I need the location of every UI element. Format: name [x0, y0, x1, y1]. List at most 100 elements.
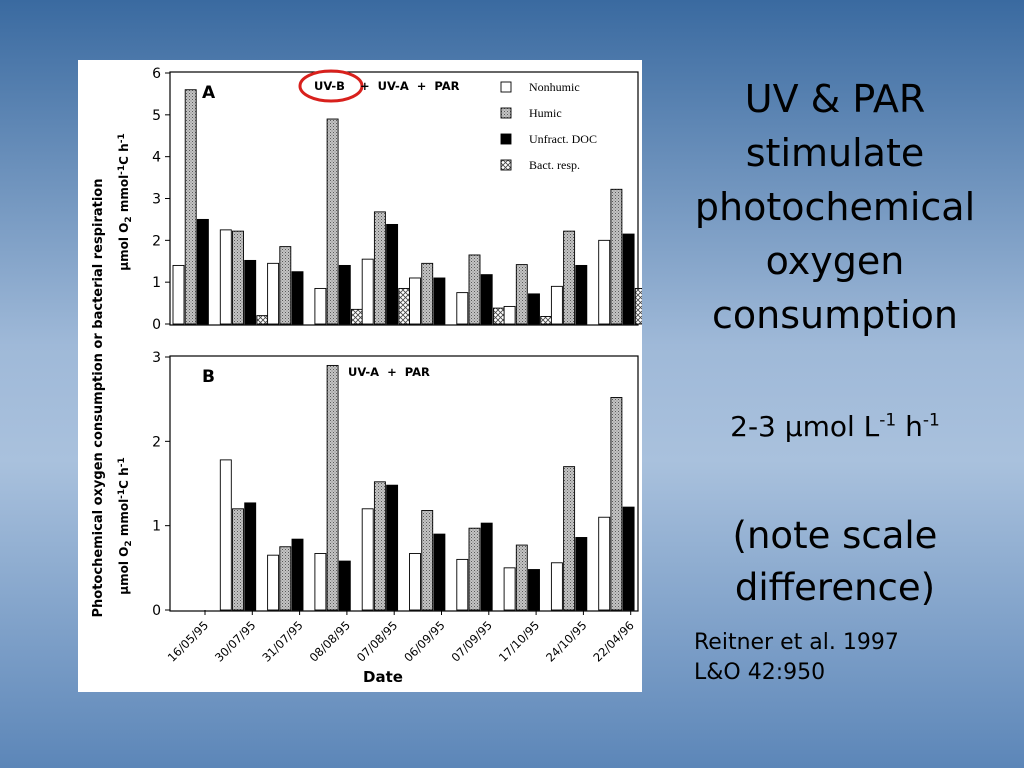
- panel-a-bar-black-4: [386, 223, 399, 325]
- legend-label-black: Unfract. DOC: [529, 132, 597, 146]
- rate-mid: h: [896, 410, 923, 443]
- panel-b-bar-white-9: [598, 516, 611, 611]
- panel-b-bar-black-5: [433, 533, 446, 611]
- rate-sup1: -1: [879, 410, 897, 431]
- panel-b-bar-stipple-6: [468, 527, 481, 611]
- panel-a-ylabel-sup2: -1: [117, 133, 127, 143]
- slide-title: UV & PAR stimulate photochemical oxygen …: [694, 77, 976, 337]
- legend-swatch-black: [500, 133, 512, 145]
- panel-a-bar-white-0: [172, 264, 185, 325]
- panel-a-letter: A: [202, 83, 216, 103]
- panel-a-treatment-uvb: UV-B: [314, 79, 345, 93]
- panel-a-bar-stipple-2: [279, 246, 292, 325]
- panel-b-ylabel-sup1: -1: [117, 489, 127, 499]
- panel-a-bar-hatch-4: [398, 287, 411, 325]
- panel-a-bar-hatch-9: [634, 287, 642, 325]
- rate-text: 2-3 µmol L-1 h-1: [650, 410, 1020, 443]
- panel-a-bar-stipple-8: [563, 230, 576, 325]
- panel-a-bar-stipple-5: [421, 262, 434, 325]
- panel-a-bar-black-5: [433, 277, 446, 325]
- panel-a-y-tick-label: 5: [152, 108, 161, 124]
- panel-a-y-tick-label: 4: [152, 150, 161, 166]
- panel-a-bar-hatch-6: [492, 307, 505, 325]
- panel-a-bar-stipple-6: [468, 254, 481, 325]
- legend-swatch-stipple: [500, 107, 512, 119]
- panel-b-bar-white-1: [219, 459, 232, 611]
- panel-a-bar-white-3: [314, 287, 327, 325]
- panel-a-bar-black-1: [244, 259, 257, 325]
- panel-b-ylabel-sub: 2: [124, 540, 134, 546]
- panel-b-bar-white-3: [314, 553, 327, 611]
- panel-a-bar-black-9: [622, 233, 635, 325]
- panel-b-bar-black-2: [291, 538, 304, 611]
- x-tick-label: 31/07/95: [259, 618, 305, 664]
- panel-a-bar-white-8: [550, 285, 563, 325]
- panel-a-bar-hatch-7: [540, 316, 553, 325]
- panel-b-bar-stipple-1: [232, 508, 244, 611]
- rate-sup2: -1: [922, 410, 940, 431]
- panel-b-ylabel: µmol O2 mmol-1C h-1: [117, 457, 134, 594]
- panel-b-bar-black-4: [386, 484, 399, 611]
- panel-a-y-tick-label: 1: [152, 275, 161, 291]
- panel-b-bar-stipple-2: [279, 546, 292, 611]
- panel-b-y-tick-label: 3: [152, 350, 161, 366]
- legend-label-white: Nonhumic: [529, 80, 580, 94]
- panel-b-bar-white-6: [456, 558, 469, 611]
- panel-b-ylabel-c: C h: [117, 467, 131, 489]
- panel-a-bar-stipple-4: [373, 211, 386, 325]
- panel-a-bar-white-2: [267, 262, 280, 325]
- citation: Reitner et al. 1997 L&O 42:950: [694, 630, 899, 685]
- panel-b-y-tick-label: 1: [152, 519, 161, 535]
- panel-a-ylabel-sup1: -1: [117, 165, 127, 175]
- panel-a-bar-stipple-7: [515, 264, 528, 325]
- panel-a-bar-black-0: [196, 218, 209, 325]
- panel-b-y-tick-label: 0: [152, 603, 161, 619]
- x-tick-label: 30/07/95: [212, 618, 258, 664]
- panel-a-treatment-rest: + UV-A + PAR: [360, 79, 460, 93]
- panel-b-y-tick-label: 2: [152, 434, 161, 450]
- panel-a-bar-stipple-0: [184, 89, 197, 325]
- x-tick-label: 06/09/95: [401, 618, 447, 664]
- legend-label-hatch: Bact. resp.: [529, 158, 580, 172]
- x-axis-title: Date: [363, 668, 403, 686]
- panel-b-ylabel-sup2: -1: [117, 457, 127, 467]
- panel-a-ylabel: µmol O2 mmol-1C h-1: [117, 133, 134, 270]
- panel-a-bar-black-3: [338, 264, 351, 325]
- panel-a-bar-black-7: [528, 293, 540, 325]
- x-tick-label: 08/08/95: [307, 618, 353, 664]
- panel-a-bar-black-6: [480, 274, 493, 325]
- panel-a-bar-stipple-3: [326, 118, 339, 325]
- panel-a-bar-white-6: [456, 292, 469, 325]
- panel-a-y-tick-label: 2: [152, 233, 161, 249]
- panel-b-bar-stipple-8: [563, 466, 576, 611]
- legend-label-stipple: Humic: [529, 106, 562, 120]
- panel-b-frame: [169, 355, 639, 612]
- panel-b-bar-black-7: [528, 569, 540, 611]
- panel-b-treatment: UV-A + PAR: [348, 365, 430, 379]
- panel-a-bar-hatch-1: [256, 315, 269, 325]
- panel-b-bar-black-6: [480, 522, 493, 611]
- panel-a-bar-black-8: [575, 264, 588, 325]
- panel-a-legend: Nonhumic Humic Unfract. DOC Bact. resp.: [500, 80, 597, 172]
- panel-b-bar-black-1: [244, 502, 257, 611]
- panel-a-bar-white-7: [503, 305, 516, 325]
- panel-b-bar-stipple-4: [373, 481, 386, 611]
- panel-b-bar-stipple-9: [610, 397, 623, 611]
- panel-b-bar-white-5: [409, 553, 421, 611]
- x-tick-label: 07/08/95: [354, 618, 400, 664]
- panel-a-y-tick-label: 6: [152, 66, 161, 82]
- panel-b-letter: B: [202, 367, 215, 387]
- scale-note: (note scale difference): [732, 514, 938, 609]
- panel-a-ylabel-rest: mmol: [117, 175, 131, 217]
- panel-b-bar-black-8: [575, 537, 588, 611]
- x-tick-label: 17/10/95: [496, 618, 542, 664]
- panel-b-bar-black-9: [622, 506, 635, 611]
- panel-a-ylabel-main: µmol O: [117, 223, 131, 271]
- x-tick-label: 24/10/95: [543, 618, 589, 664]
- panel-b-ylabel-main: µmol O: [117, 547, 131, 595]
- shared-y-axis-label: Photochemical oxygen consumption or bact…: [91, 179, 106, 618]
- legend-swatch-white: [500, 81, 512, 93]
- panel-a-ylabel-sub: 2: [124, 216, 134, 222]
- bar-chart-figure: Photochemical oxygen consumption or bact…: [91, 66, 642, 686]
- panel-b-ylabel-rest: mmol: [117, 499, 131, 541]
